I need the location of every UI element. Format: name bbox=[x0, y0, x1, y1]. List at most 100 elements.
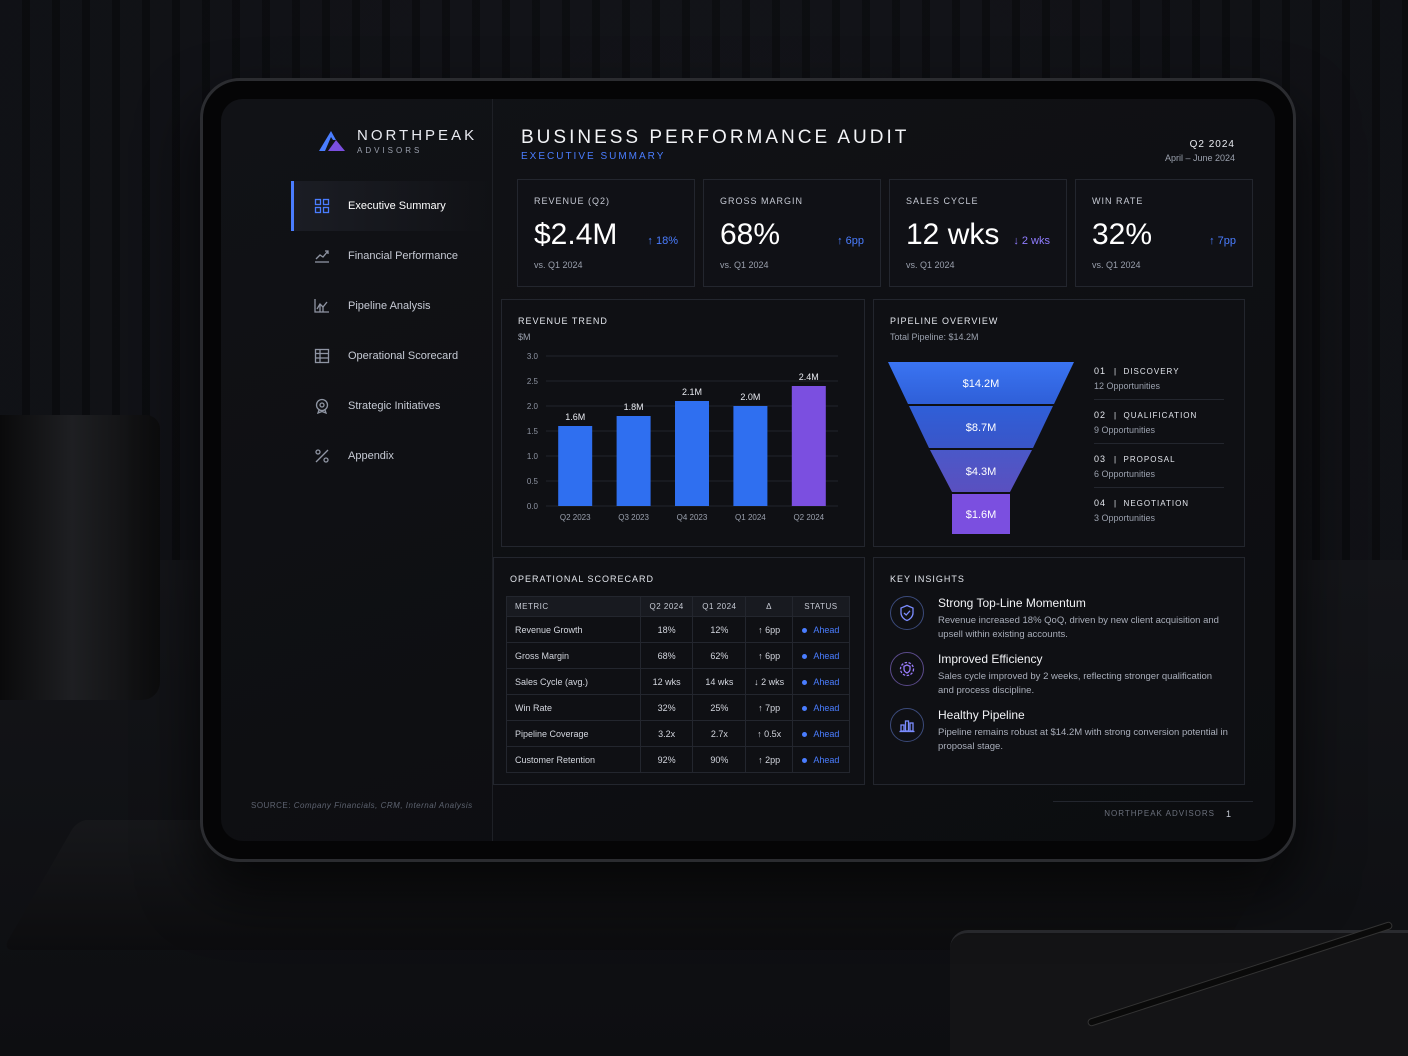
stage-header: 02 | QUALIFICATION bbox=[1094, 410, 1198, 420]
insight-body: Revenue increased 18% QoQ, driven by new… bbox=[938, 615, 1219, 640]
brand-logo-block[interactable]: NORTHPEAK ADVISORS bbox=[317, 127, 477, 155]
sidebar-item-financial-performance[interactable]: Financial Performance bbox=[291, 231, 491, 281]
table-row[interactable]: Pipeline Coverage 3.2x 2.7x ↑ 0.5x Ahead bbox=[506, 720, 851, 747]
footer-divider bbox=[1053, 801, 1253, 802]
insight-item[interactable]: Improved Efficiency Sales cycle improved… bbox=[890, 652, 1230, 698]
kpi-value: $2.4M bbox=[534, 218, 618, 251]
funnel-stage-1[interactable] bbox=[888, 362, 1074, 404]
stage-number: 01 bbox=[1094, 366, 1107, 376]
panel-title: REVENUE TREND bbox=[518, 316, 608, 326]
status-cell: Ahead bbox=[791, 642, 851, 669]
bar-q2-2023[interactable] bbox=[558, 426, 593, 506]
x-tick-label: Q2 2024 bbox=[793, 513, 824, 522]
metric-cell: Customer Retention bbox=[506, 746, 641, 773]
period-quarter: Q2 2024 bbox=[1189, 139, 1235, 150]
pipeline-stage-proposal[interactable]: 03 | PROPOSAL 6 Opportunities bbox=[1094, 454, 1224, 488]
sidebar-item-pipeline-analysis[interactable]: Pipeline Analysis bbox=[291, 281, 491, 331]
pipeline-stage-qualification[interactable]: 02 | QUALIFICATION 9 Opportunities bbox=[1094, 410, 1224, 444]
sidebar-item-operational-scorecard[interactable]: Operational Scorecard bbox=[291, 331, 491, 381]
bar-chart-icon bbox=[890, 708, 924, 742]
insight-item[interactable]: Healthy Pipeline Pipeline remains robust… bbox=[890, 708, 1230, 754]
q1-cell: 90% bbox=[692, 746, 747, 773]
main-content: BUSINESS PERFORMANCE AUDIT EXECUTIVE SUM… bbox=[493, 99, 1275, 841]
source-label: SOURCE: bbox=[251, 801, 291, 810]
area-chart-icon bbox=[314, 299, 329, 313]
mountain-logo-icon bbox=[319, 131, 345, 151]
panel-title: OPERATIONAL SCORECARD bbox=[510, 574, 655, 584]
source-text: Company Financials, CRM, Internal Analys… bbox=[293, 801, 473, 810]
kpi-card-sales-cycle[interactable]: SALES CYCLE 12 wks ↓ 2 wks vs. Q1 2024 bbox=[889, 179, 1067, 287]
pipeline-stage-discovery[interactable]: 01 | DISCOVERY 12 Opportunities bbox=[1094, 366, 1224, 400]
metric-cell: Revenue Growth bbox=[506, 616, 641, 643]
bar-q1-2024[interactable] bbox=[733, 406, 768, 506]
dashboard-screen: NORTHPEAK ADVISORS Executive Summary Fin… bbox=[221, 99, 1275, 841]
table-header-row: METRIC Q2 2024 Q1 2024 Δ STATUS bbox=[506, 596, 851, 617]
funnel-label-2: $8.7M bbox=[966, 422, 997, 434]
bar-data-label: 2.1M bbox=[682, 387, 702, 397]
pipeline-total: Total Pipeline: $14.2M bbox=[890, 332, 979, 342]
sidebar-item-label: Pipeline Analysis bbox=[348, 300, 431, 312]
status-cell: Ahead bbox=[791, 746, 851, 773]
shield-check-icon bbox=[890, 596, 924, 630]
kpi-card-revenue[interactable]: REVENUE (Q2) $2.4M ↑ 18% vs. Q1 2024 bbox=[517, 179, 695, 287]
sidebar-item-label: Operational Scorecard bbox=[348, 350, 459, 362]
kpi-label: WIN RATE bbox=[1092, 196, 1144, 206]
column-header[interactable]: Q1 2024 bbox=[692, 596, 747, 617]
kpi-value: 68% bbox=[720, 218, 781, 251]
x-tick-label: Q2 2023 bbox=[560, 513, 591, 522]
q2-cell: 3.2x bbox=[639, 720, 694, 747]
chart-unit: $M bbox=[518, 332, 531, 342]
y-tick-label: 0.5 bbox=[527, 477, 539, 486]
period-block: Q2 2024 April – June 2024 bbox=[1165, 139, 1235, 163]
funnel-stage-4[interactable] bbox=[952, 494, 1010, 534]
insight-item[interactable]: Strong Top-Line Momentum Revenue increas… bbox=[890, 596, 1230, 642]
funnel-stage-3[interactable] bbox=[930, 450, 1032, 492]
kpi-label: GROSS MARGIN bbox=[720, 196, 804, 206]
column-header[interactable]: Q2 2024 bbox=[639, 596, 694, 617]
insight-body: Sales cycle improved by 2 weeks, reflect… bbox=[938, 671, 1213, 696]
revenue-bar-chart: 3.0 2.5 2.0 1.5 1.0 0.5 0.0 1.6M Q2 2023 1.8M Q3 2… bbox=[527, 352, 838, 522]
arrow-down-icon: ↓ bbox=[1013, 235, 1022, 247]
column-header[interactable]: METRIC bbox=[506, 596, 641, 617]
column-header[interactable]: Δ bbox=[745, 596, 793, 617]
status-cell: Ahead bbox=[791, 720, 851, 747]
page-title: BUSINESS PERFORMANCE AUDIT bbox=[521, 127, 910, 148]
bar-q4-2023[interactable] bbox=[675, 401, 709, 506]
stage-count: 3 Opportunities bbox=[1094, 513, 1156, 523]
bar-q3-2023[interactable] bbox=[616, 416, 651, 506]
table-row[interactable]: Win Rate 32% 25% ↑ 7pp Ahead bbox=[506, 694, 851, 721]
funnel-stage-2[interactable] bbox=[909, 406, 1053, 448]
table-row[interactable]: Sales Cycle (avg.) 12 wks 14 wks ↓ 2 wks Ahe… bbox=[506, 668, 851, 695]
pipeline-stage-negotiation[interactable]: 04 | NEGOTIATION 3 Opportunities bbox=[1094, 498, 1224, 531]
sidebar-item-executive-summary[interactable]: Executive Summary bbox=[291, 181, 491, 231]
stage-number: 04 bbox=[1094, 498, 1107, 508]
panel-title: PIPELINE OVERVIEW bbox=[890, 316, 999, 326]
kpi-delta: ↑ 7pp bbox=[1209, 235, 1236, 247]
y-tick-label: 3.0 bbox=[527, 352, 539, 361]
delta-cell: ↑ 6pp bbox=[745, 642, 793, 669]
kpi-comparison: vs. Q1 2024 bbox=[534, 260, 583, 270]
kpi-delta-value: 6pp bbox=[845, 235, 864, 247]
q2-cell: 32% bbox=[639, 694, 694, 721]
arrow-up-icon: ↑ bbox=[837, 235, 846, 247]
kpi-comparison: vs. Q1 2024 bbox=[906, 260, 955, 270]
target-icon bbox=[315, 398, 329, 414]
kpi-card-gross-margin[interactable]: GROSS MARGIN 68% ↑ 6pp vs. Q1 2024 bbox=[703, 179, 881, 287]
status-dot-icon bbox=[802, 705, 808, 711]
key-insights-panel: KEY INSIGHTS Strong Top-Line Momentum Re… bbox=[873, 557, 1245, 785]
stage-name: QUALIFICATION bbox=[1123, 411, 1198, 420]
kpi-card-win-rate[interactable]: WIN RATE 32% ↑ 7pp vs. Q1 2024 bbox=[1075, 179, 1253, 287]
sidebar-item-appendix[interactable]: Appendix bbox=[291, 431, 491, 481]
column-header[interactable]: STATUS bbox=[791, 596, 851, 617]
sidebar-item-strategic-initiatives[interactable]: Strategic Initiatives bbox=[291, 381, 491, 431]
table-row[interactable]: Customer Retention 92% 90% ↑ 2pp Ahead bbox=[506, 746, 851, 773]
sidebar-nav: Executive Summary Financial Performance … bbox=[291, 181, 491, 481]
status-dot-icon bbox=[802, 731, 808, 737]
panel-title: KEY INSIGHTS bbox=[890, 574, 965, 584]
table-row[interactable]: Gross Margin 68% 62% ↑ 6pp Ahead bbox=[506, 642, 851, 669]
grid-icon bbox=[314, 198, 330, 214]
operational-scorecard-panel: OPERATIONAL SCORECARD METRIC Q2 2024 Q1 … bbox=[493, 557, 865, 785]
stage-name: PROPOSAL bbox=[1123, 455, 1176, 464]
bar-q2-2024[interactable] bbox=[791, 386, 826, 506]
table-row[interactable]: Revenue Growth 18% 12% ↑ 6pp Ahead bbox=[506, 616, 851, 643]
